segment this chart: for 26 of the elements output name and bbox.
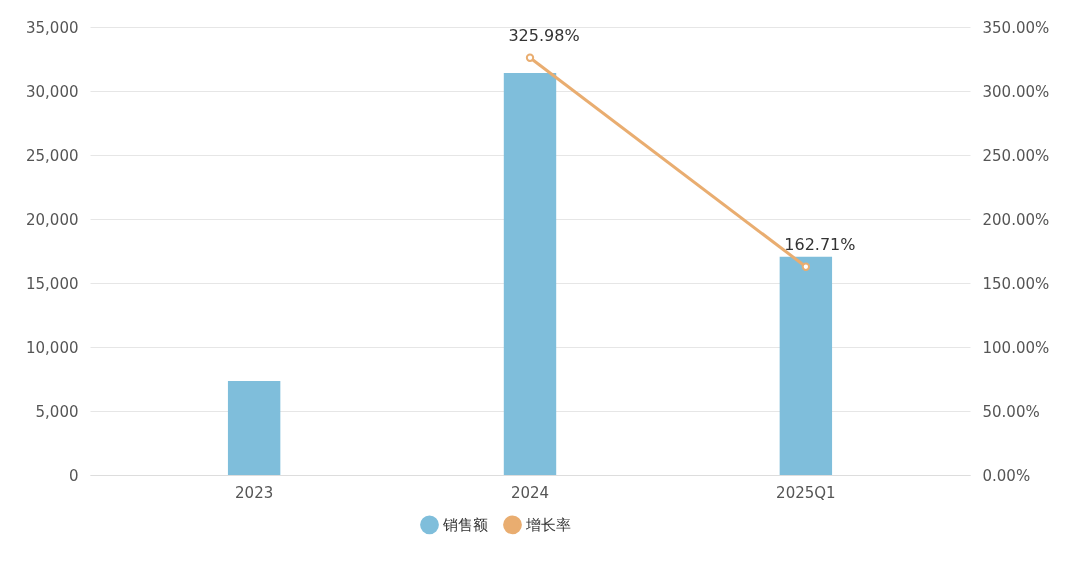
y-tick-label: 30,000 bbox=[26, 82, 79, 101]
bar bbox=[227, 380, 281, 475]
data-label: 325.98% bbox=[508, 25, 580, 45]
data-label: 162.71% bbox=[784, 234, 856, 254]
y2-tick-label: 250.00% bbox=[982, 146, 1050, 165]
legend-label: 销售额 bbox=[442, 515, 488, 534]
x-tick-label: 2024 bbox=[510, 483, 550, 502]
y-tick-label: 5,000 bbox=[35, 402, 79, 421]
y-tick-label: 25,000 bbox=[26, 146, 79, 165]
y2-tick-label: 200.00% bbox=[982, 210, 1050, 229]
y2-tick-label: 150.00% bbox=[982, 274, 1050, 293]
y-tick-label: 0 bbox=[68, 466, 79, 485]
y2-tick-label: 50.00% bbox=[982, 402, 1040, 421]
y2-tick-label: 350.00% bbox=[982, 18, 1050, 37]
y2-tick-label: 0.00% bbox=[982, 466, 1031, 485]
y-tick-label: 35,000 bbox=[26, 18, 79, 37]
y-tick-label: 15,000 bbox=[26, 274, 79, 293]
y2-tick-label: 300.00% bbox=[982, 82, 1050, 101]
bar bbox=[503, 73, 557, 475]
legend-label: 增长率 bbox=[525, 515, 571, 534]
y2-tick-label: 100.00% bbox=[982, 338, 1050, 357]
y-tick-label: 10,000 bbox=[26, 338, 79, 357]
x-tick-label: 2025Q1 bbox=[776, 483, 836, 502]
x-tick-label: 2023 bbox=[235, 483, 274, 502]
bar bbox=[779, 256, 833, 475]
y-tick-label: 20,000 bbox=[26, 210, 79, 229]
